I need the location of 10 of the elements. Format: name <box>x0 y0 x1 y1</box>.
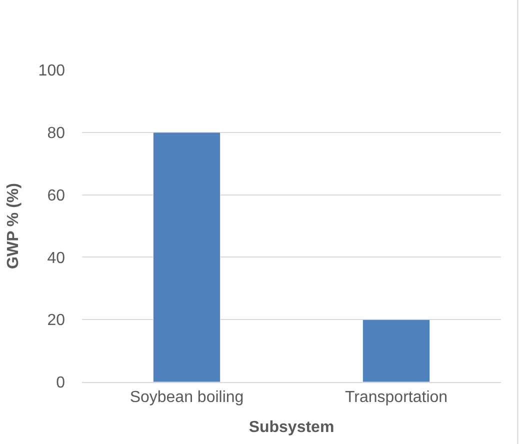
y-tick-label: 100 <box>38 62 66 80</box>
y-tick-label: 20 <box>47 312 66 330</box>
y-tick-label: 80 <box>47 125 66 142</box>
y-tick-label: 40 <box>47 250 66 267</box>
y-axis-title: GWP % (%) <box>5 183 22 269</box>
x-axis-title: Subsystem <box>248 418 334 436</box>
x-tick-label: Soybean boiling <box>130 389 244 406</box>
y-tick-label: 0 <box>56 374 66 392</box>
x-tick-label: Transportation <box>344 389 448 406</box>
y-tick-label: 60 <box>47 187 66 204</box>
